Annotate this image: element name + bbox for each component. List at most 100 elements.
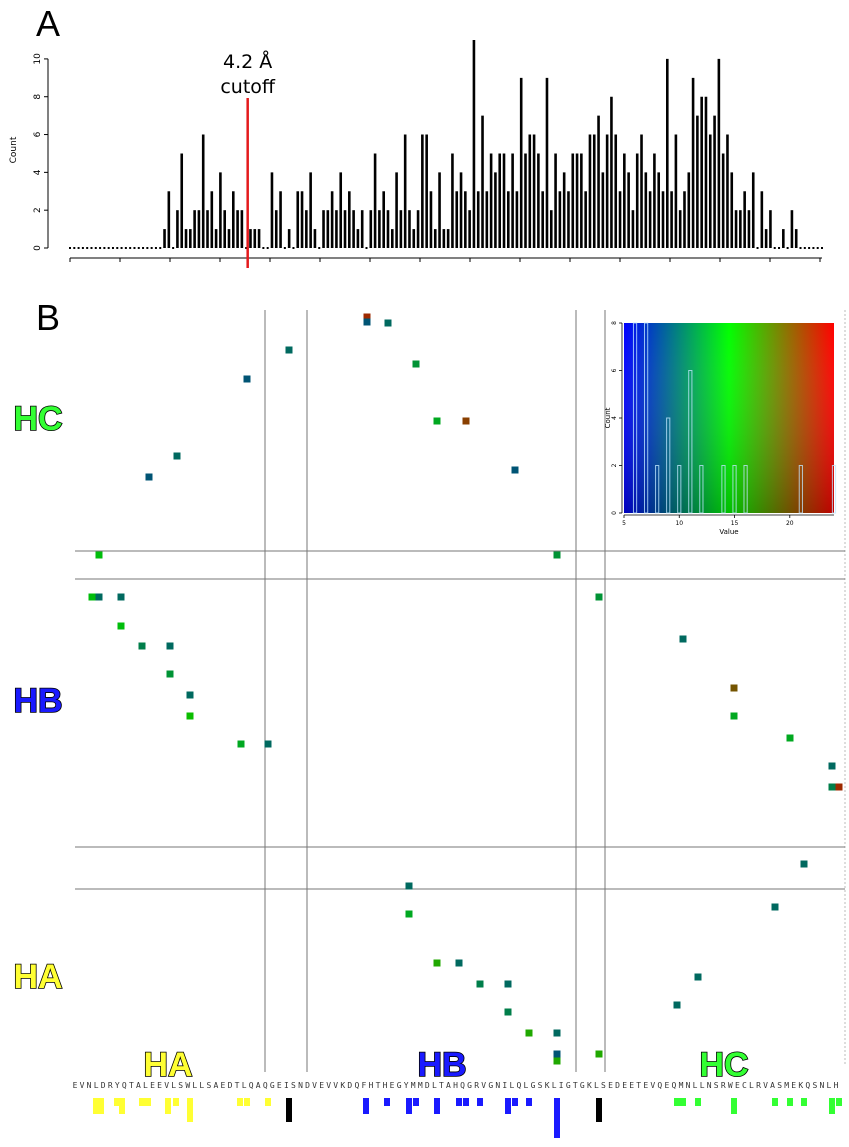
sequence-residue: T	[439, 1081, 444, 1090]
sequence-residue: E	[221, 1081, 226, 1090]
sequence-residue: V	[333, 1081, 338, 1090]
inset-y-tick-label: 4	[611, 416, 618, 420]
sequence-residue: K	[798, 1081, 803, 1090]
histogram-bar	[150, 247, 153, 249]
inset-histogram-bar	[688, 370, 693, 514]
residue-contact-bar	[98, 1098, 104, 1114]
sequence-residue: N	[819, 1081, 824, 1090]
histogram-bar	[262, 247, 265, 249]
inset-y-tick-label: 2	[611, 463, 618, 467]
histogram-bar	[146, 247, 149, 249]
residue-contact-bar	[456, 1098, 462, 1106]
sequence-residue: E	[319, 1081, 324, 1090]
contact-cell	[95, 593, 103, 601]
residue-contact-bar	[187, 1098, 193, 1122]
residue-contact-bar	[165, 1098, 171, 1114]
contact-cell	[264, 740, 272, 748]
sequence-residue: L	[94, 1081, 99, 1090]
sequence-residue: V	[763, 1081, 768, 1090]
sequence-residue: T	[235, 1081, 240, 1090]
histogram-bar	[816, 247, 819, 249]
sequence-residue: A	[136, 1081, 141, 1090]
contact-cell	[145, 473, 153, 481]
sequence-residue: K	[587, 1081, 592, 1090]
sequence-residue: E	[664, 1081, 669, 1090]
histogram-bar	[120, 247, 123, 249]
inset-histogram-bar	[644, 322, 649, 514]
residue-contact-bar	[596, 1098, 602, 1122]
panel-a-histogram: 0 2 4 6 8 10 Count 4.2 Å cutoff	[9, 40, 823, 268]
residue-contact-bar	[829, 1098, 835, 1114]
contact-cell	[828, 783, 836, 791]
residue-contact-bar	[413, 1098, 419, 1106]
sequence-residue: K	[340, 1081, 345, 1090]
contact-cell	[433, 959, 441, 967]
inset-histogram-bar	[798, 465, 803, 514]
histogram-bar	[129, 247, 132, 249]
sequence-residue: G	[488, 1081, 493, 1090]
residue-contact-bar	[139, 1098, 145, 1106]
sequence-residue: Y	[115, 1081, 120, 1090]
helix-row-label-hc: HC	[13, 400, 62, 438]
residue-contact-bar	[265, 1098, 271, 1106]
sequence-residue: M	[784, 1081, 789, 1090]
residue-contact-bar	[286, 1098, 292, 1122]
sequence-residue: L	[143, 1081, 148, 1090]
histogram-bar	[90, 247, 93, 249]
sequence-residue: W	[185, 1081, 190, 1090]
contact-cell	[384, 319, 392, 327]
contact-cell	[786, 734, 794, 742]
histogram-bar	[245, 247, 248, 249]
sequence-residue: T	[376, 1081, 381, 1090]
contact-cell	[673, 1001, 681, 1009]
sequence-residue: E	[390, 1081, 395, 1090]
y-tick-label: 8	[33, 94, 43, 100]
histogram-bar	[124, 247, 127, 249]
helix-column-label-hb: HB	[417, 1046, 466, 1084]
inset-histogram-bar	[831, 465, 837, 514]
contact-cell	[243, 375, 251, 383]
contact-cell	[117, 622, 125, 630]
sequence-residue: R	[756, 1081, 761, 1090]
sequence-residue: A	[214, 1081, 219, 1090]
histogram-bar	[137, 247, 140, 249]
sequence-residue: R	[474, 1081, 479, 1090]
sequence-residue: E	[622, 1081, 627, 1090]
sequence-residue: I	[284, 1081, 289, 1090]
histogram-bar	[283, 247, 286, 249]
sequence-residue: D	[615, 1081, 620, 1090]
histogram-bar	[86, 247, 89, 249]
sequence-residue: D	[305, 1081, 310, 1090]
helix-row-label-hb: HB	[13, 682, 62, 720]
histogram-bar	[812, 247, 815, 249]
residue-contact-bar	[787, 1098, 793, 1106]
inset-histogram-bar	[632, 322, 638, 514]
inset-x-tick-label: 15	[731, 520, 739, 527]
sequence-residue: M	[411, 1081, 416, 1090]
inset-histogram-bar	[732, 465, 737, 514]
contact-cell	[363, 318, 371, 326]
contact-cell	[525, 1029, 533, 1037]
residue-contact-bar	[526, 1098, 532, 1106]
residue-contact-bar	[680, 1098, 686, 1106]
contact-cell	[511, 466, 519, 474]
inset-x-tick-label: 5	[622, 520, 626, 527]
helix-column-label-hc: HC	[699, 1046, 748, 1084]
sequence-residue: E	[73, 1081, 78, 1090]
sequence-residue: T	[573, 1081, 578, 1090]
histogram-bar	[292, 247, 295, 249]
cutoff-label-text: cutoff	[220, 76, 276, 98]
inset-y-tick-label: 6	[611, 368, 618, 372]
residue-contact-bar	[505, 1098, 511, 1114]
contact-cell	[405, 910, 413, 918]
sequence-residue: V	[481, 1081, 486, 1090]
histogram-bar	[773, 247, 776, 249]
contact-cell	[553, 1050, 561, 1058]
contact-cell	[186, 712, 194, 720]
histogram-bar	[799, 247, 802, 249]
sequence-residue: V	[80, 1081, 85, 1090]
sequence-residue: L	[827, 1081, 832, 1090]
sequence-residue: T	[636, 1081, 641, 1090]
sequence-residue: L	[171, 1081, 176, 1090]
